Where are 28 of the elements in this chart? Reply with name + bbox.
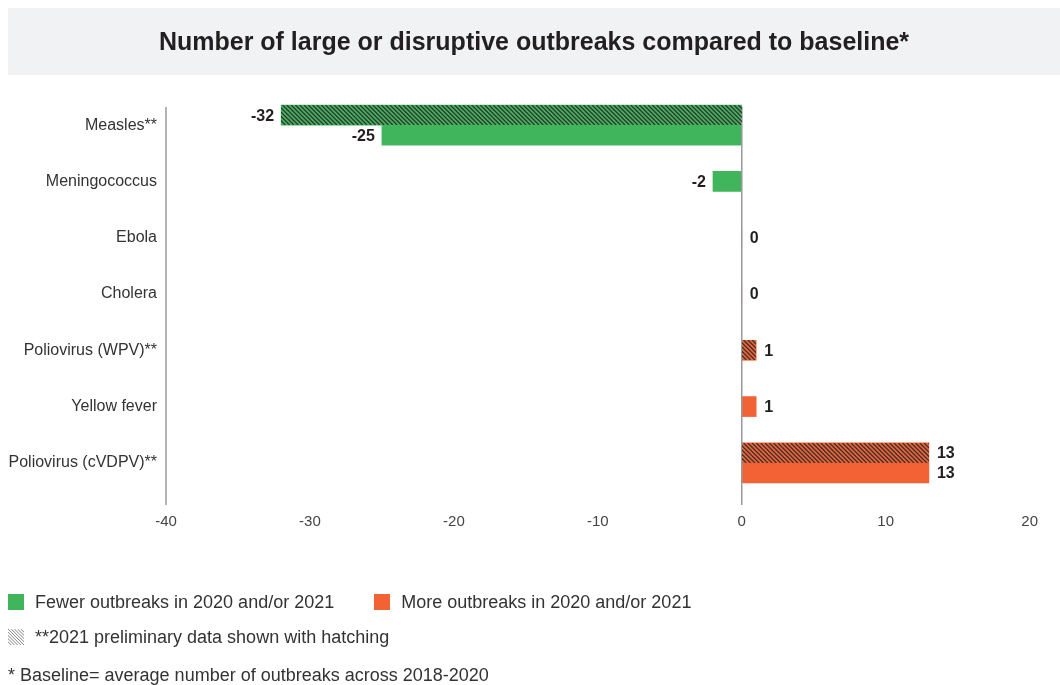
data-label: -2 [691,172,707,190]
x-tick-label: -40 [155,512,177,530]
data-label: 0 [749,285,759,303]
text: * Baseline= average number of outbreaks across 2018-2020 [8,665,489,685]
data-label: 1 [764,397,774,415]
y-tick-label: Poliovirus (WPV)** [23,340,157,358]
legend-label: Fewer outbreaks in 2020 and/or 2021 [35,592,335,612]
data-label: 1 [764,341,774,359]
chart-title: Number of large or disruptive outbreaks compared to baseline* [8,8,1060,75]
text: **2021 preliminary data shown with hatching [35,627,390,647]
x-tick-label: 20 [1021,512,1038,530]
x-tick-label: -20 [443,512,465,530]
data-label: -25 [351,126,376,144]
x-tick-label: 0 [737,512,746,530]
y-tick-label: Meningococcus [45,171,157,189]
x-tick-label: -10 [586,512,609,530]
data-label: -32 [251,106,275,124]
x-tick-label: 10 [877,512,895,530]
x-tick-label: -30 [299,512,321,530]
data-label: 13 [936,444,955,462]
y-tick-label: Yellow fever [71,396,158,414]
data-label: 0 [749,229,759,247]
legend-label: More outbreaks in 2020 and/or 2021 [401,592,692,612]
y-tick-label: Poliovirus (cVDPV)** [8,453,157,471]
y-tick-label: Measles** [84,115,157,133]
y-tick-label: Ebola [116,228,158,246]
y-tick-label: Cholera [100,284,158,302]
data-label: 13 [936,464,955,482]
